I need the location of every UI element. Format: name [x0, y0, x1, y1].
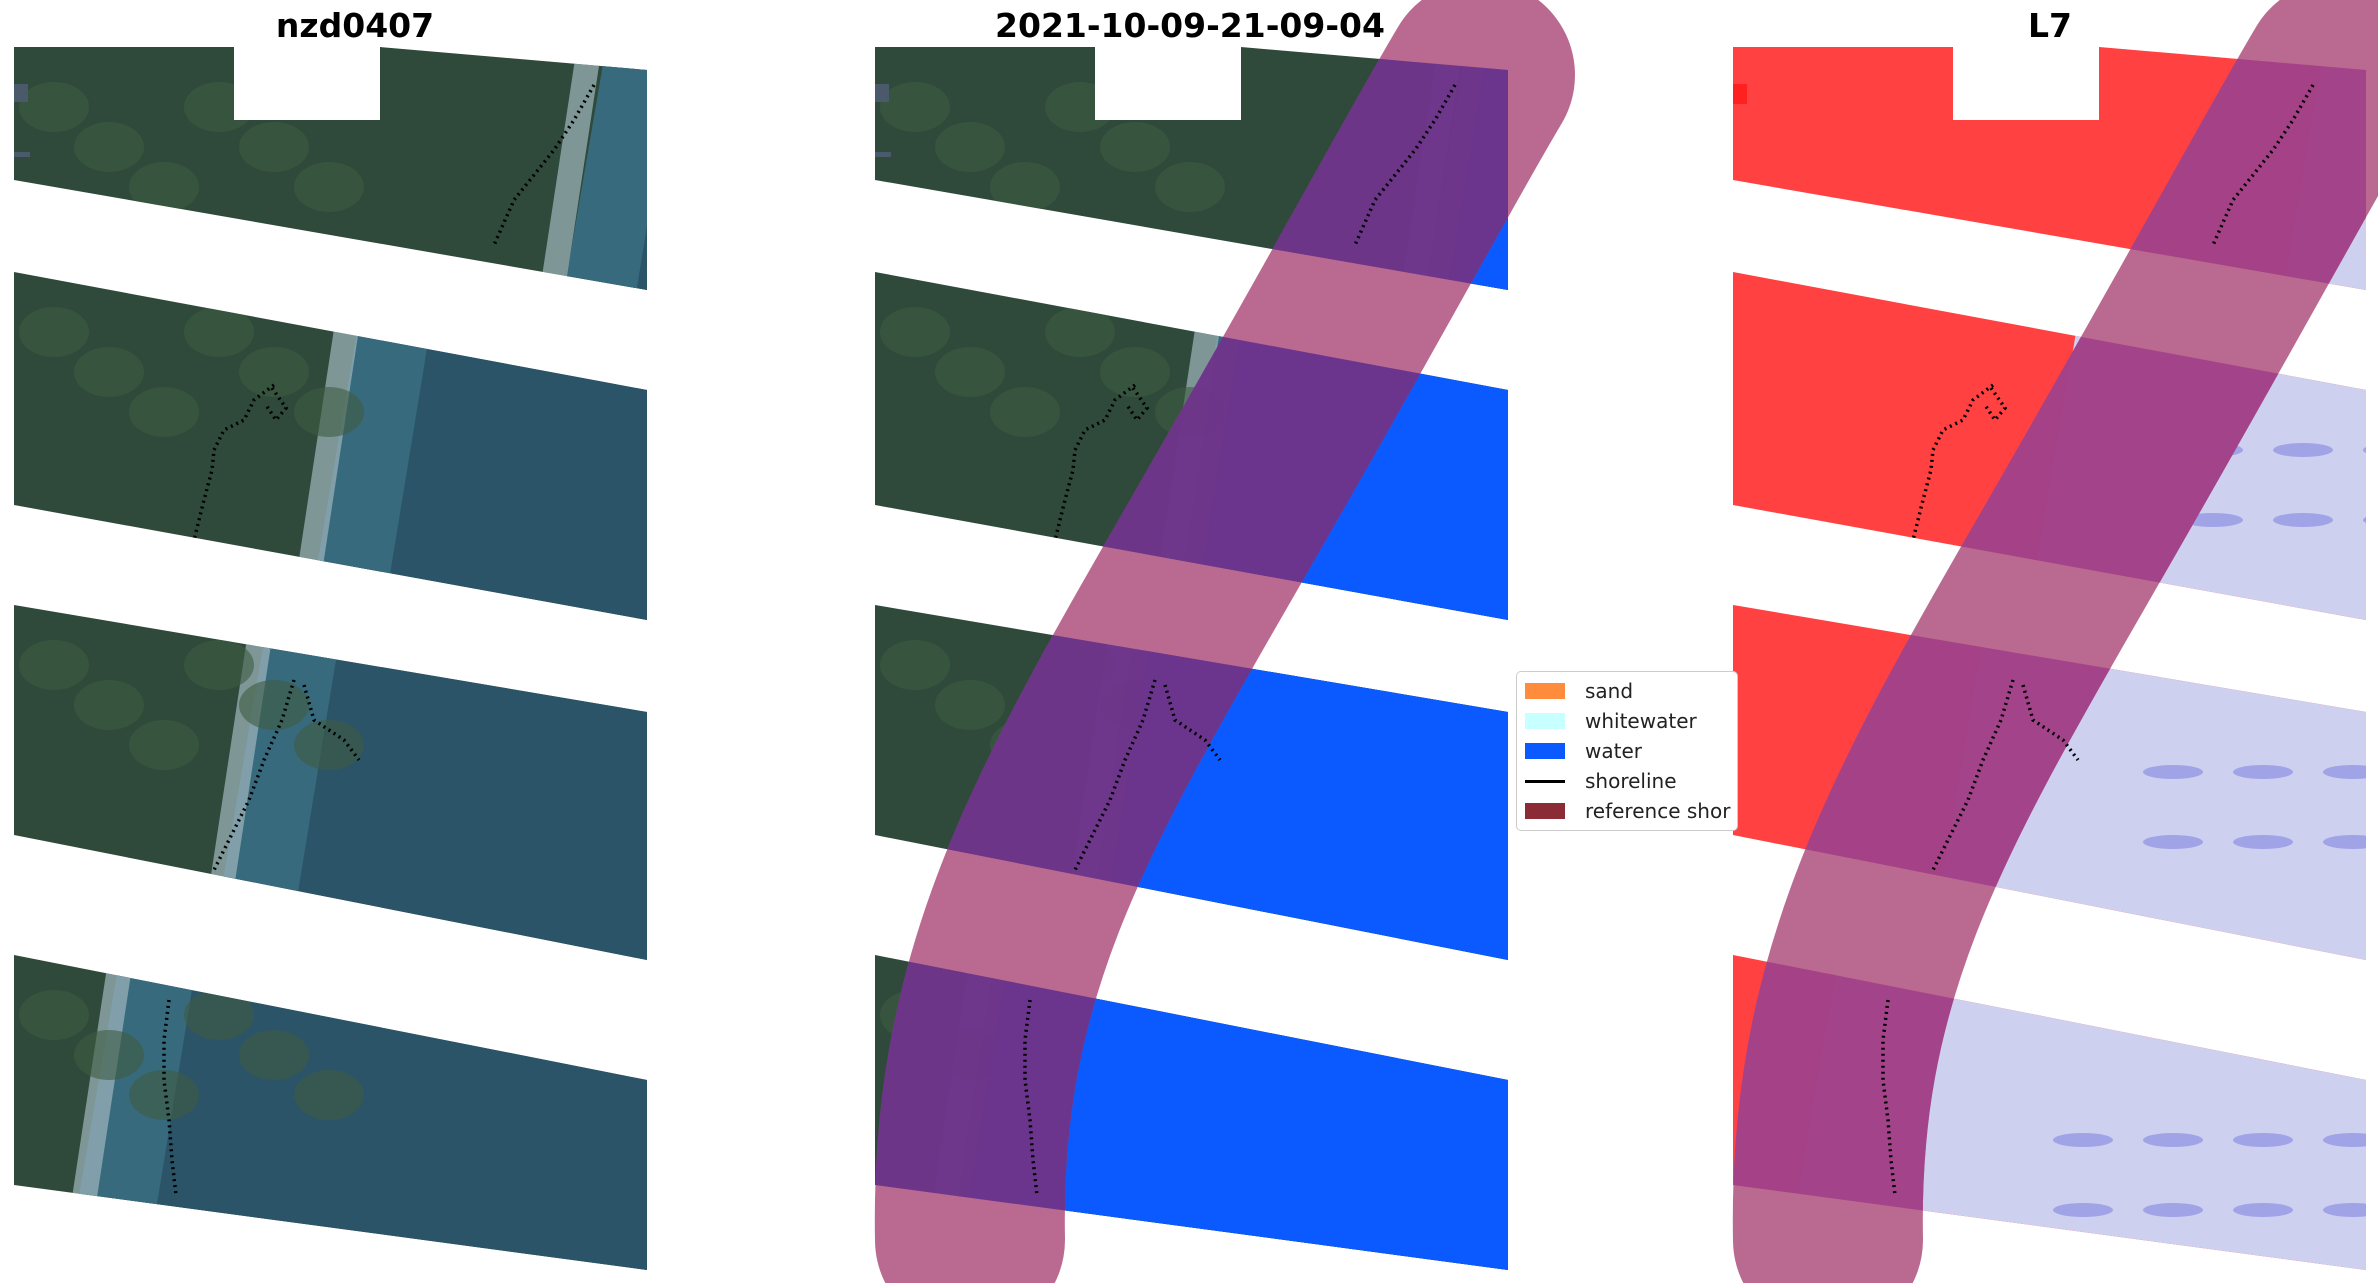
shoreline: [1983, 386, 2008, 423]
water-swatch-icon: [1525, 743, 1565, 759]
pixel-speck: [875, 152, 891, 157]
panel-title-index: L7: [2028, 6, 2072, 45]
legend-label-sand: sand: [1585, 679, 1634, 703]
legend-item-whitewater: whitewater: [1525, 708, 1697, 734]
shoreline: [302, 684, 361, 762]
shoreline: [1163, 684, 1222, 762]
pixel-speck: [14, 84, 28, 102]
pixel-speck: [14, 152, 30, 157]
pixel-speck: [1733, 84, 1747, 104]
legend-item-sand: sand: [1525, 678, 1633, 704]
sand-swatch-icon: [1525, 683, 1565, 699]
shoreline: [1125, 386, 1150, 423]
legend-label-water: water: [1585, 739, 1642, 763]
legend-item-water: water: [1525, 738, 1642, 764]
shoreline: [1353, 84, 1457, 246]
shoreline: [1911, 383, 1995, 541]
legend-label-reference-shoreline: reference shor: [1585, 799, 1731, 823]
panel-title-classified: 2021-10-09-21-09-04: [995, 6, 1385, 45]
shoreline-line-icon: [1525, 779, 1565, 783]
shoreline: [492, 84, 596, 246]
legend-label-shoreline: shoreline: [1585, 769, 1677, 793]
legend-item-reference-shoreline: reference shor: [1525, 798, 1730, 824]
panel-index: [1732, 0, 2378, 1283]
panel-classified: [874, 0, 1575, 1283]
shoreline: [2021, 684, 2080, 762]
shoreline: [2211, 84, 2315, 246]
legend-label-whitewater: whitewater: [1585, 709, 1697, 733]
legend-item-shoreline: shoreline: [1525, 768, 1677, 794]
whitewater-swatch-icon: [1525, 713, 1565, 729]
shoreline: [192, 383, 276, 541]
reference-shoreline-swatch-icon: [1525, 803, 1565, 819]
panel-title-rgb: nzd0407: [275, 6, 435, 45]
shoreline: [1053, 383, 1137, 541]
pixel-speck: [875, 84, 889, 102]
panel-rgb: [14, 47, 647, 1270]
shoreline: [264, 386, 289, 423]
legend: sand whitewater water shoreline referenc…: [1516, 671, 1738, 831]
